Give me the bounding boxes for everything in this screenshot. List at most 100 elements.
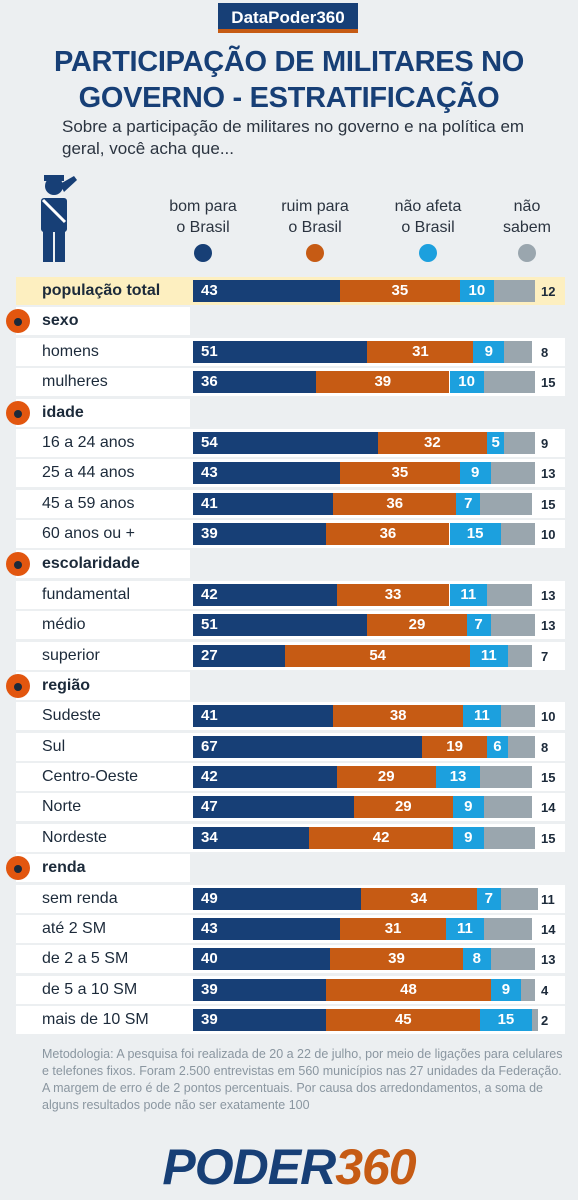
bar-segment bbox=[480, 492, 532, 515]
soldier-icon bbox=[41, 175, 77, 262]
bar-segment bbox=[193, 492, 334, 515]
row-label: mais de 10 SM bbox=[42, 1011, 149, 1028]
bar-segment bbox=[490, 462, 535, 485]
bar-segment bbox=[193, 583, 337, 606]
value-label: 41 bbox=[201, 494, 218, 512]
value-label: 11 bbox=[456, 919, 473, 937]
legend-label: ruim para o Brasil bbox=[281, 198, 349, 236]
row-label: homens bbox=[42, 342, 99, 360]
row-label: Centro-Oeste bbox=[42, 768, 139, 785]
value-label: 9 bbox=[464, 828, 473, 846]
value-label: 32 bbox=[424, 433, 441, 451]
value-label: 10 bbox=[468, 282, 486, 299]
bar-segment bbox=[367, 614, 467, 637]
value-label: 15 bbox=[541, 830, 556, 846]
value-label: 29 bbox=[408, 616, 426, 634]
value-label: 5 bbox=[491, 433, 500, 451]
bar-segment bbox=[449, 583, 488, 606]
value-label: 9 bbox=[484, 342, 493, 360]
bar-segment bbox=[336, 583, 450, 606]
legend-label: não sabem bbox=[502, 198, 552, 236]
value-label: 51 bbox=[201, 342, 218, 360]
value-label: 41 bbox=[201, 707, 218, 725]
row-label: sem renda bbox=[42, 889, 118, 907]
value-label: 13 bbox=[541, 466, 556, 482]
chart-title: PARTICIPAÇÃO DE MILITARES NO GOVERNO - E… bbox=[53, 46, 525, 114]
group-background bbox=[16, 307, 190, 336]
bar-segment bbox=[521, 978, 535, 1001]
value-label: 2 bbox=[541, 1013, 549, 1028]
bar-segment bbox=[480, 766, 532, 788]
bar-segment bbox=[285, 644, 470, 667]
group-icon bbox=[6, 552, 30, 577]
value-label: 48 bbox=[400, 980, 417, 998]
value-label: 9 bbox=[470, 464, 480, 482]
bar-segment bbox=[360, 887, 477, 910]
bar-segment bbox=[193, 340, 368, 363]
row-label: Norte bbox=[42, 798, 82, 816]
bar-segment bbox=[476, 887, 501, 910]
row-label: até 2 SM bbox=[42, 919, 107, 937]
value-label: 34 bbox=[410, 889, 428, 907]
bar-segment bbox=[483, 826, 535, 849]
bar-segment bbox=[435, 766, 481, 788]
value-label: 49 bbox=[201, 889, 218, 907]
logo-right: 360 bbox=[335, 1139, 416, 1195]
group-background bbox=[16, 398, 190, 427]
bar-segment bbox=[490, 948, 535, 971]
row-label: 16 a 24 anos bbox=[42, 433, 135, 451]
group-icon bbox=[6, 856, 30, 881]
subtitle: Sobre a participação de militares no gov… bbox=[62, 117, 525, 158]
bar-segment bbox=[463, 948, 491, 971]
bar-segment bbox=[459, 462, 491, 485]
legend-dot bbox=[419, 244, 437, 262]
value-label: 29 bbox=[394, 798, 412, 816]
value-label: 36 bbox=[201, 373, 218, 391]
bar-segment bbox=[353, 796, 453, 819]
bar-segment bbox=[452, 826, 484, 849]
value-label: 6 bbox=[493, 737, 502, 755]
bar-segment bbox=[470, 644, 508, 667]
value-label: 11 bbox=[480, 646, 497, 664]
row-label: população total bbox=[42, 282, 161, 299]
value-label: 13 bbox=[449, 768, 467, 785]
value-label: 39 bbox=[201, 525, 218, 542]
value-label: 7 bbox=[474, 616, 483, 634]
bar-segment bbox=[193, 371, 317, 394]
value-label: 7 bbox=[541, 648, 549, 664]
bar-segment bbox=[466, 614, 491, 637]
bar-segment bbox=[487, 431, 505, 454]
group-icon bbox=[6, 309, 30, 334]
row-label: médio bbox=[42, 616, 86, 634]
value-label: 40 bbox=[201, 950, 218, 968]
group-label: idade bbox=[42, 403, 84, 421]
bar-segment bbox=[333, 705, 464, 728]
value-label: 54 bbox=[201, 433, 218, 451]
bar-segment bbox=[316, 371, 450, 394]
legend-label: bom para o Brasil bbox=[169, 198, 237, 236]
group-background bbox=[16, 854, 190, 883]
bar-segment bbox=[193, 917, 341, 940]
value-label: 15 bbox=[541, 496, 556, 512]
bar-segment bbox=[193, 766, 337, 788]
value-label: 4 bbox=[541, 982, 549, 998]
bar-segment bbox=[329, 948, 464, 971]
value-label: 9 bbox=[501, 980, 511, 998]
value-label: 10 bbox=[458, 373, 475, 391]
bar-segment bbox=[500, 523, 535, 545]
logo-left: PODER bbox=[162, 1139, 336, 1195]
value-label: 35 bbox=[391, 464, 409, 482]
value-label: 15 bbox=[466, 525, 484, 542]
bar-segment bbox=[446, 917, 484, 940]
bar-segment bbox=[193, 523, 327, 545]
value-label: 15 bbox=[541, 770, 556, 785]
group-label: escolaridade bbox=[42, 555, 140, 573]
bar-segment bbox=[340, 462, 460, 485]
value-label: 43 bbox=[201, 464, 218, 482]
group-label: sexo bbox=[42, 312, 79, 330]
value-label: 36 bbox=[386, 494, 404, 512]
bar-segment bbox=[367, 340, 474, 363]
value-label: 67 bbox=[201, 737, 218, 755]
value-label: 8 bbox=[541, 344, 549, 360]
